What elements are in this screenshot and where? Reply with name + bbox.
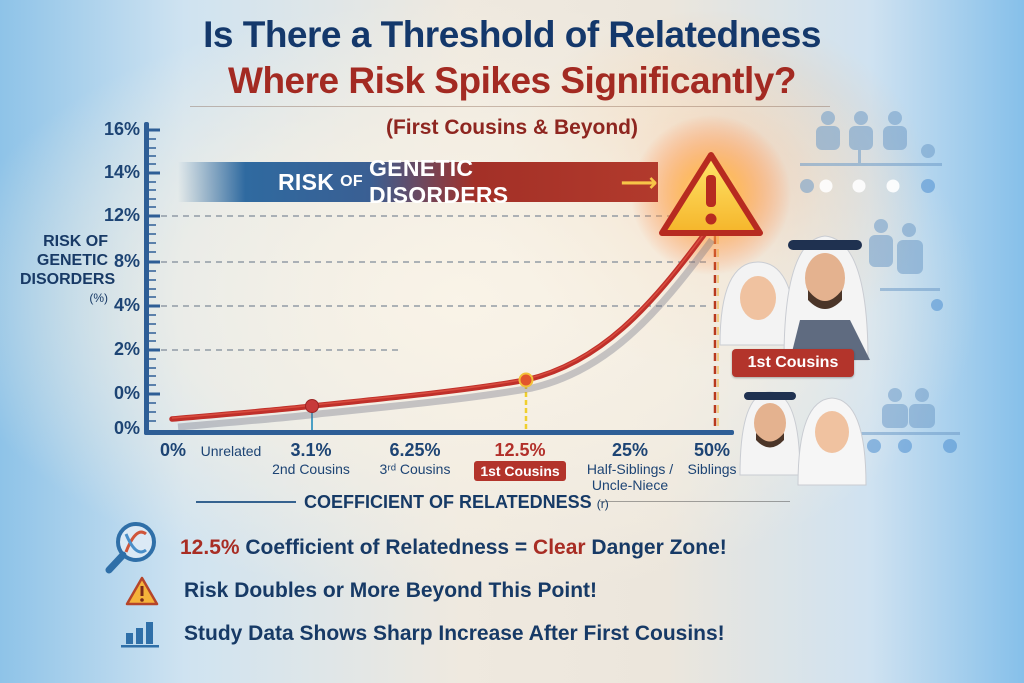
- x-axis-title-text: COEFFICIENT OF RELATEDNESS: [304, 492, 592, 512]
- y-axis-label-line1: RISK OF: [43, 233, 108, 250]
- warning-icon: [125, 576, 159, 606]
- y-axis-label-line3: DISORDERS: [20, 271, 116, 288]
- y-tick-2: 2%: [113, 339, 140, 359]
- y-tick-8: 8%: [113, 251, 140, 271]
- x-tick-unrelated: Unrelated: [196, 443, 266, 459]
- bar-chart-icon: [121, 622, 159, 648]
- banner-text-risk: RISK: [278, 168, 335, 195]
- x-tick-value: 6.25%: [389, 440, 441, 460]
- x-tick-3rd-cousins: 6.25% 3ʳᵈ Cousins: [370, 440, 460, 477]
- warning-triangle-icon: [659, 152, 763, 236]
- highlight-clear: Clear: [533, 536, 586, 559]
- x-tick-siblings: 50% Siblings: [682, 440, 742, 477]
- y-tick-4: 4%: [113, 295, 140, 315]
- risk-banner: RISK OF GENETIC DISORDERS ⟶: [178, 155, 658, 208]
- text-part: Coefficient of Relatedness =: [239, 536, 534, 559]
- y-tick-0a: 0%: [113, 383, 140, 403]
- banner-text-of: OF: [340, 173, 363, 190]
- y-tick-16: 16%: [103, 119, 140, 139]
- data-point-1st-cousins: [518, 372, 534, 388]
- y-axis-label-line2: GENETIC: [36, 252, 108, 269]
- x-tick-value: 3.1%: [290, 440, 332, 460]
- x-tick-value: 12.5%: [494, 440, 546, 460]
- subtitle: (First Cousins & Beyond): [385, 116, 638, 139]
- x-tick-0: 0%: [150, 440, 196, 461]
- x-axis-line: [144, 430, 734, 435]
- x-tick-name: Half-Siblings /: [586, 461, 674, 477]
- x-axis-title-unit: (r): [596, 497, 609, 511]
- x-tick-value: 25%: [611, 440, 649, 460]
- x-axis-title: COEFFICIENT OF RELATEDNESS (r): [304, 492, 609, 513]
- x-title-rule-left: [196, 501, 296, 503]
- x-tick-value: 0%: [159, 440, 186, 460]
- key-point-3: Study Data Shows Sharp Increase After Fi…: [120, 614, 725, 654]
- data-point-2nd-cousins: [305, 399, 319, 413]
- x-tick-value: 50%: [693, 440, 731, 460]
- x-tick-name2: Uncle-Niece: [591, 477, 669, 493]
- x-tick-name: 2nd Cousins: [272, 461, 350, 477]
- page-title-line2: Where Risk Spikes Significantly?: [228, 60, 796, 101]
- x-tick-1st-cousins: 12.5% 1st Cousins: [468, 440, 572, 481]
- key-point-text: 12.5% Coefficient of Relatedness = Clear…: [180, 536, 727, 560]
- magnifier-dna-icon: [105, 522, 156, 574]
- y-axis-unit: (%): [89, 291, 108, 305]
- highlight-percent: 12.5%: [180, 536, 240, 559]
- banner-text-genetic-disorders: GENETIC DISORDERS: [368, 155, 509, 208]
- y-tick-14: 14%: [103, 162, 140, 182]
- x-tick-name: Siblings: [687, 461, 737, 477]
- key-point-2: Risk Doubles or More Beyond This Point!: [124, 571, 597, 611]
- x-tick-badge-1st-cousins: 1st Cousins: [474, 461, 566, 481]
- y-axis-label: RISK OF GENETIC DISORDERS (%): [20, 232, 116, 308]
- x-tick-name: 3ʳᵈ Cousins: [379, 461, 451, 477]
- key-point-text: Risk Doubles or More Beyond This Point!: [184, 579, 598, 602]
- arrow-right-icon: ⟶: [620, 167, 658, 197]
- x-tick-half-siblings: 25% Half-Siblings / Uncle-Niece: [580, 440, 680, 493]
- page-title: Is There a Threshold of Relatedness: [203, 14, 821, 55]
- title-divider: [190, 106, 830, 107]
- key-point-text: Study Data Shows Sharp Increase After Fi…: [184, 622, 725, 645]
- text-part: Danger Zone!: [585, 536, 727, 559]
- x-title-rule-right: [600, 501, 790, 502]
- gridlines: [150, 215, 710, 351]
- x-tick-name: Unrelated: [200, 443, 262, 459]
- y-tick-0b: 0%: [113, 418, 140, 438]
- x-tick-2nd-cousins: 3.1% 2nd Cousins: [266, 440, 356, 477]
- family-tree-decoration: [800, 111, 960, 453]
- couple-illustration-siblings: [739, 391, 867, 486]
- couple-illustration-1st-cousins: [719, 235, 870, 361]
- callout-1st-cousins: 1st Cousins: [732, 349, 854, 377]
- y-axis-line: [144, 122, 149, 435]
- key-point-1: 12.5% Coefficient of Relatedness = Clear…: [104, 522, 727, 574]
- y-tick-12: 12%: [103, 205, 140, 225]
